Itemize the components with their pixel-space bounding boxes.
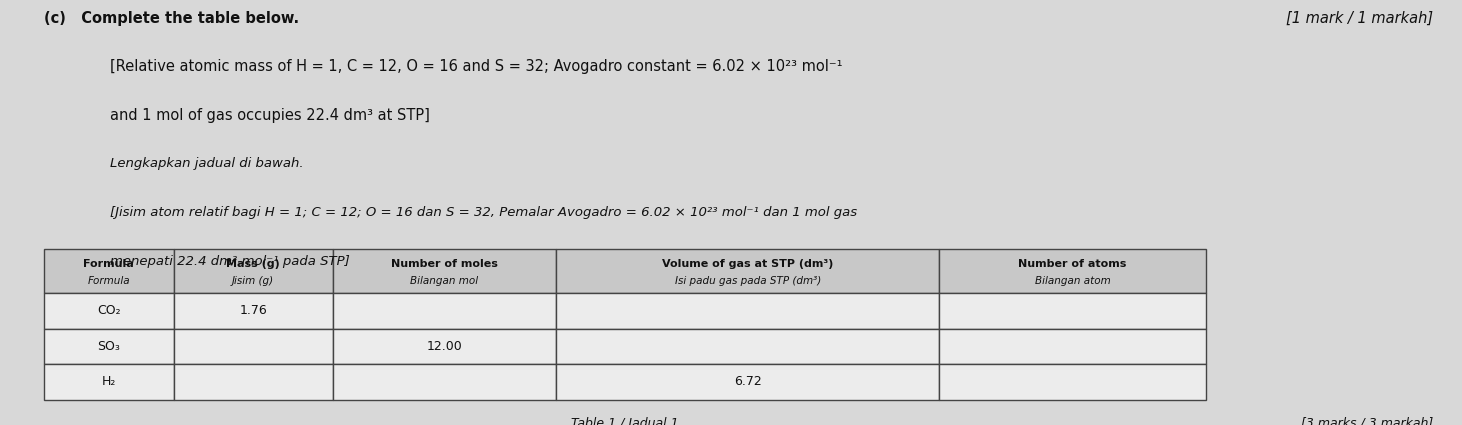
Text: [3 marks / 3 markah]: [3 marks / 3 markah]	[1301, 416, 1433, 425]
Bar	[557, 293, 939, 329]
Text: 6.72: 6.72	[734, 375, 762, 388]
Text: Table 1 / Jadual 1: Table 1 / Jadual 1	[572, 416, 678, 425]
Bar	[174, 293, 333, 329]
Text: [Relative atomic mass of H = 1, C = 12, O = 16 and S = 32; Avogadro constant = 6: [Relative atomic mass of H = 1, C = 12, …	[110, 60, 842, 74]
Bar	[174, 249, 333, 293]
Bar	[939, 364, 1206, 399]
Text: Bilangan atom: Bilangan atom	[1035, 276, 1111, 286]
Text: 1.76: 1.76	[240, 304, 268, 317]
Text: [Jisim atom relatif bagi H = 1; C = 12; O = 16 dan S = 32, Pemalar Avogadro = 6.: [Jisim atom relatif bagi H = 1; C = 12; …	[110, 206, 857, 219]
Bar	[174, 329, 333, 364]
Bar	[333, 249, 557, 293]
Bar	[333, 329, 557, 364]
Text: Number of atoms: Number of atoms	[1019, 259, 1127, 269]
Bar	[44, 293, 174, 329]
Text: 12.00: 12.00	[427, 340, 462, 353]
Bar	[44, 249, 174, 293]
Bar	[333, 364, 557, 399]
Text: Jisim (g): Jisim (g)	[232, 276, 275, 286]
Bar	[44, 329, 174, 364]
Text: H₂: H₂	[102, 375, 115, 388]
Text: Mass (g): Mass (g)	[227, 259, 281, 269]
Text: CO₂: CO₂	[96, 304, 121, 317]
Bar	[939, 249, 1206, 293]
Text: Number of moles: Number of moles	[392, 259, 499, 269]
Text: and 1 mol of gas occupies 22.4 dm³ at STP]: and 1 mol of gas occupies 22.4 dm³ at ST…	[110, 108, 430, 123]
Bar	[939, 293, 1206, 329]
Text: Isi padu gas pada STP (dm³): Isi padu gas pada STP (dm³)	[674, 276, 820, 286]
Bar	[557, 364, 939, 399]
Bar	[333, 293, 557, 329]
Bar	[557, 329, 939, 364]
Text: [1 mark / 1 markah]: [1 mark / 1 markah]	[1285, 11, 1433, 26]
Text: Lengkapkan jadual di bawah.: Lengkapkan jadual di bawah.	[110, 157, 303, 170]
Bar	[44, 364, 174, 399]
Text: menepati 22.4 dm³ mol⁻¹ pada STP]: menepati 22.4 dm³ mol⁻¹ pada STP]	[110, 255, 349, 268]
Text: Bilangan mol: Bilangan mol	[411, 276, 478, 286]
Bar	[557, 249, 939, 293]
Text: Volume of gas at STP (dm³): Volume of gas at STP (dm³)	[662, 259, 833, 269]
Text: SO₃: SO₃	[98, 340, 120, 353]
Text: Formula: Formula	[83, 259, 135, 269]
Bar	[939, 329, 1206, 364]
Text: (c)   Complete the table below.: (c) Complete the table below.	[44, 11, 300, 26]
Bar	[174, 364, 333, 399]
Text: Formula: Formula	[88, 276, 130, 286]
